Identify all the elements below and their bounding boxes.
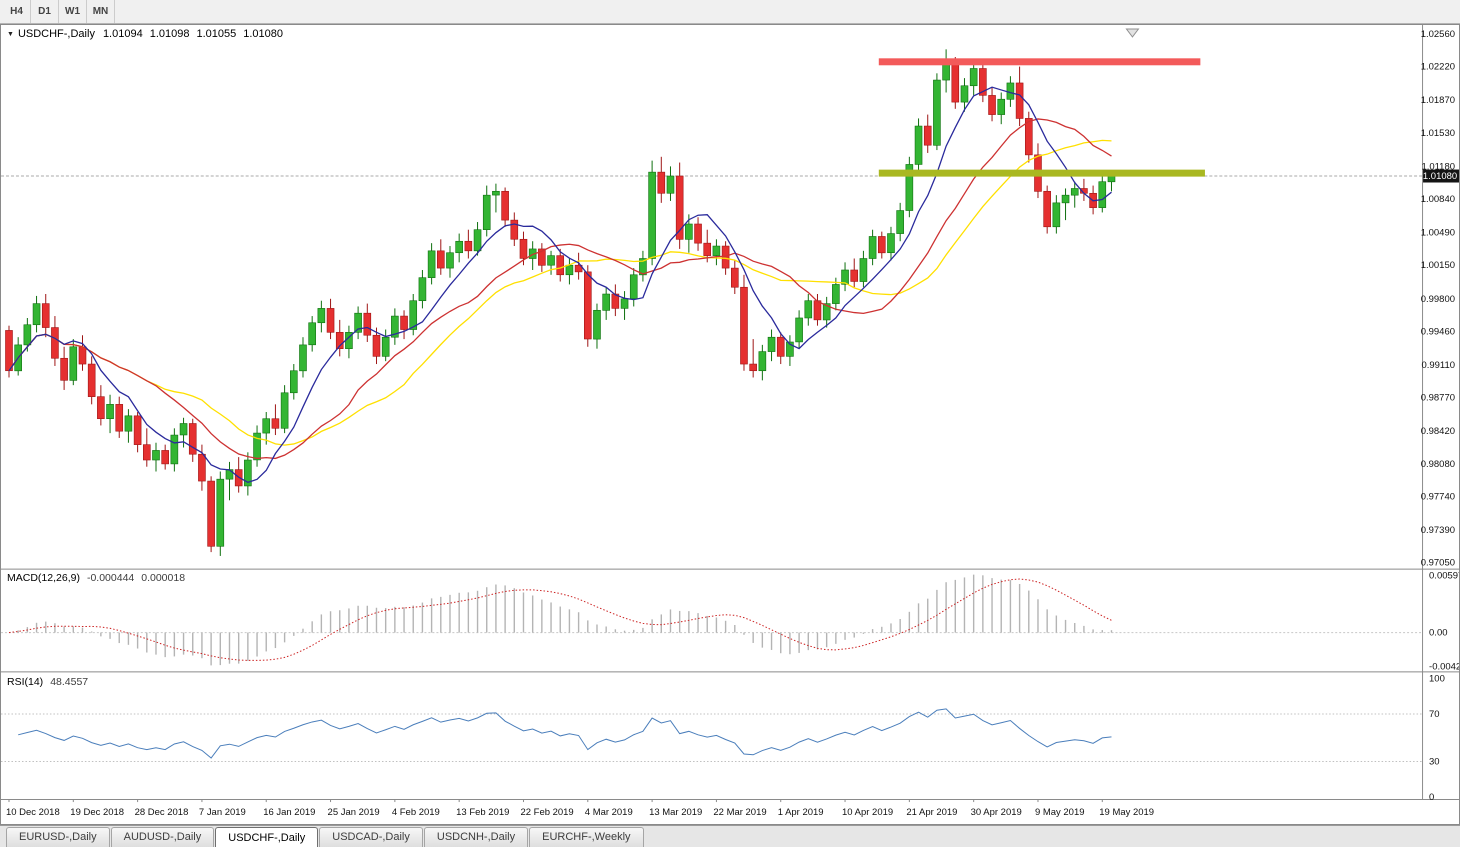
low-value: 1.01055 — [196, 28, 237, 40]
svg-text:30: 30 — [1429, 756, 1440, 767]
svg-text:1.02220: 1.02220 — [1421, 62, 1455, 73]
svg-text:1 Apr 2019: 1 Apr 2019 — [778, 807, 824, 818]
chart-symbol-label: USDCHF-,Daily — [17, 28, 95, 40]
svg-text:10 Dec 2018: 10 Dec 2018 — [6, 807, 60, 818]
open-value: 1.01094 — [102, 28, 143, 40]
macd-pane-layer: 0.00597 0.00 -0.00424 — [1, 571, 1459, 672]
tab-audusd-daily[interactable]: AUDUSD-,Daily — [110, 827, 215, 847]
candles-layer — [5, 49, 1116, 556]
svg-text:70: 70 — [1429, 709, 1440, 720]
timeframe-mn-button[interactable]: MN — [87, 0, 115, 23]
macd-indicator-label: MACD(12,26,9) -0.000444 0.000018 — [7, 572, 192, 584]
close-value: 1.01080 — [243, 28, 283, 40]
svg-text:0.98420: 0.98420 — [1421, 426, 1455, 437]
svg-text:0.97050: 0.97050 — [1421, 558, 1455, 569]
svg-text:22 Feb 2019: 22 Feb 2019 — [520, 807, 573, 818]
svg-text:0.99800: 0.99800 — [1421, 294, 1455, 305]
svg-text:9 May 2019: 9 May 2019 — [1035, 807, 1085, 818]
rsi-pane-layer: 100 70 30 0 — [1, 673, 1445, 803]
svg-text:16 Jan 2019: 16 Jan 2019 — [263, 807, 315, 818]
timeframe-d1-button[interactable]: D1 — [31, 0, 59, 23]
candlestick-chart-canvas[interactable]: 1.02560 1.02220 1.01870 1.01530 1.01180 1.008… — [1, 25, 1459, 824]
tab-eurusd-daily[interactable]: EURUSD-,Daily — [6, 827, 110, 847]
svg-text:0.00597: 0.00597 — [1429, 571, 1459, 582]
svg-text:13 Feb 2019: 13 Feb 2019 — [456, 807, 509, 818]
svg-text:0.97740: 0.97740 — [1421, 491, 1455, 502]
current-price-badge — [1423, 169, 1459, 183]
svg-text:19 May 2019: 19 May 2019 — [1099, 807, 1154, 818]
svg-text:30 Apr 2019: 30 Apr 2019 — [971, 807, 1022, 818]
macd-main-value: -0.000444 — [86, 572, 135, 584]
svg-text:100: 100 — [1429, 673, 1445, 684]
tab-eurchf-weekly[interactable]: EURCHF-,Weekly — [529, 827, 644, 847]
svg-text:19 Dec 2018: 19 Dec 2018 — [70, 807, 124, 818]
resistance-line[interactable] — [878, 58, 1201, 66]
svg-text:28 Dec 2018: 28 Dec 2018 — [135, 807, 189, 818]
chart-window[interactable]: 1.02560 1.02220 1.01870 1.01530 1.01180 1.008… — [0, 24, 1460, 825]
svg-text:13 Mar 2019: 13 Mar 2019 — [649, 807, 702, 818]
rsi-indicator-label: RSI(14) 48.4557 — [7, 676, 95, 688]
timeframe-h4-button[interactable]: H4 — [3, 0, 31, 23]
ma-line-16 — [8, 118, 1112, 460]
ma-line-22 — [8, 139, 1112, 446]
collapse-arrow-icon[interactable]: ▼ — [7, 30, 14, 38]
svg-text:1.01180: 1.01180 — [1421, 161, 1455, 172]
svg-text:-0.00424: -0.00424 — [1429, 661, 1459, 672]
timeframe-w1-button[interactable]: W1 — [59, 0, 87, 23]
tab-usdcad-daily[interactable]: USDCAD-,Daily — [319, 827, 423, 847]
svg-text:0.98080: 0.98080 — [1421, 459, 1455, 470]
timeframe-toolbar: H4 D1 W1 MN — [0, 0, 1460, 24]
price-grid-layer — [1, 28, 1423, 177]
price-axis-labels: 1.02560 1.02220 1.01870 1.01530 1.01180 1.008… — [1421, 29, 1459, 569]
tab-usdcnh-daily[interactable]: USDCNH-,Daily — [423, 827, 529, 847]
svg-text:0.97390: 0.97390 — [1421, 525, 1455, 536]
macd-name: MACD(12,26,9) — [7, 572, 80, 584]
svg-text:0.99460: 0.99460 — [1421, 326, 1455, 337]
svg-text:25 Jan 2019: 25 Jan 2019 — [328, 807, 380, 818]
frame-layer — [1, 25, 1459, 801]
svg-text:0: 0 — [1429, 792, 1434, 803]
rsi-value: 48.4557 — [50, 676, 89, 688]
svg-text:1.01870: 1.01870 — [1421, 95, 1455, 106]
svg-text:7 Jan 2019: 7 Jan 2019 — [199, 807, 246, 818]
svg-text:4 Feb 2019: 4 Feb 2019 — [392, 807, 440, 818]
svg-text:0.98770: 0.98770 — [1421, 393, 1455, 404]
svg-text:1.01080: 1.01080 — [1423, 171, 1457, 182]
rsi-name: RSI(14) — [7, 676, 44, 688]
support-line[interactable] — [878, 169, 1205, 177]
svg-text:21 Apr 2019: 21 Apr 2019 — [906, 807, 957, 818]
trendlines-layer — [878, 58, 1205, 177]
chart-tabs-bar: EURUSD-,Daily AUDUSD-,Daily USDCHF-,Daily U… — [0, 825, 1460, 847]
svg-text:10 Apr 2019: 10 Apr 2019 — [842, 807, 893, 818]
chart-ohlc-readout: ▼ USDCHF-,Daily 1.01094 1.01098 1.01055 … — [7, 28, 290, 40]
svg-text:1.00490: 1.00490 — [1421, 228, 1455, 239]
svg-text:1.00840: 1.00840 — [1421, 194, 1455, 205]
moving-averages-layer — [8, 86, 1112, 484]
svg-text:0.00: 0.00 — [1429, 628, 1447, 639]
svg-text:1.02560: 1.02560 — [1421, 29, 1455, 40]
macd-signal-value: 0.000018 — [141, 572, 186, 584]
ma-line-7 — [8, 86, 1112, 484]
date-axis-labels: 10 Dec 2018 19 Dec 2018 28 Dec 2018 7 Jan 2… — [6, 799, 1154, 818]
svg-text:4 Mar 2019: 4 Mar 2019 — [585, 807, 633, 818]
svg-text:0.99110: 0.99110 — [1421, 360, 1455, 371]
svg-text:1.01530: 1.01530 — [1421, 128, 1455, 139]
tab-usdchf-daily[interactable]: USDCHF-,Daily — [215, 827, 319, 847]
svg-text:22 Mar 2019: 22 Mar 2019 — [713, 807, 766, 818]
svg-text:1.00150: 1.00150 — [1421, 260, 1455, 271]
high-value: 1.01098 — [149, 28, 190, 40]
